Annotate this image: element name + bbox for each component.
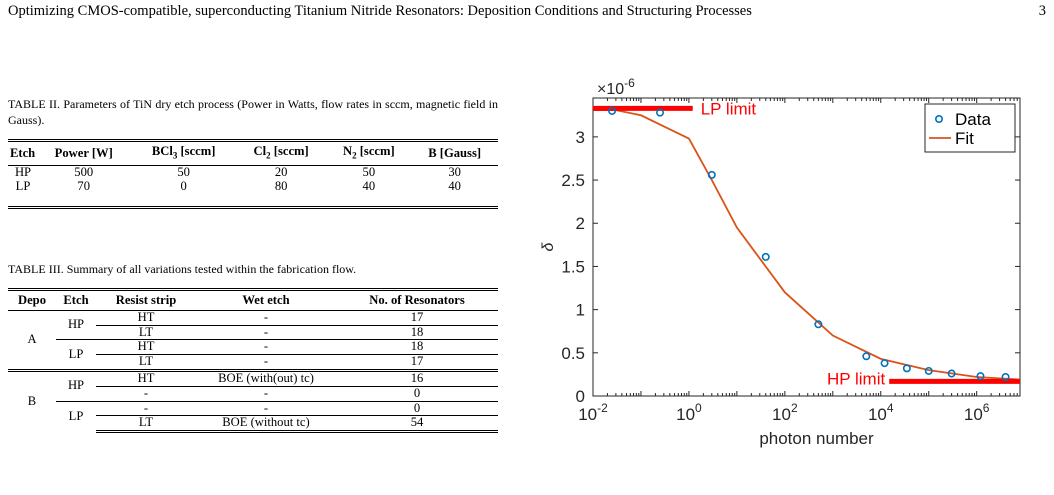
data-point bbox=[880, 359, 889, 368]
delta-vs-photon-number-chart: 0 0.5 1 1.5 2 2.5 3 10-2 100 102 104 106 photon numb… bbox=[540, 78, 1021, 448]
x-tick-label: 102 bbox=[772, 401, 798, 424]
data-point bbox=[761, 252, 770, 261]
col-wet-etch: Wet etch bbox=[196, 288, 336, 311]
legend-box bbox=[924, 103, 1016, 153]
col-power: Power [W] bbox=[36, 140, 132, 167]
col-resist-strip: Resist strip bbox=[96, 288, 196, 311]
x-tick-label: 10-2 bbox=[578, 401, 608, 424]
table2-etch-parameters: Etch Power [W] BCl3 [sccm] Cl2 [sccm] N2… bbox=[8, 139, 498, 209]
y-tick-label: 2.5 bbox=[561, 171, 585, 190]
table-row: LT - 18 bbox=[8, 324, 498, 340]
page-header: Optimizing CMOS-compatible, superconduct… bbox=[8, 3, 1046, 20]
y-tick-label: 0.5 bbox=[561, 344, 585, 363]
data-point bbox=[814, 320, 823, 329]
x-tick-label: 100 bbox=[676, 401, 702, 424]
fit-line bbox=[593, 109, 1021, 381]
table-row: A HP HT -17 bbox=[8, 310, 498, 346]
col-etch: Etch bbox=[8, 140, 36, 167]
depo-b: B bbox=[8, 368, 56, 432]
table-row: - - 0 bbox=[8, 385, 498, 402]
y-tick-label: 3 bbox=[576, 128, 585, 147]
col-resonators: No. of Resonators bbox=[336, 288, 498, 311]
x-axis-label: photon number bbox=[759, 429, 874, 448]
y-tick-label: 1.5 bbox=[561, 257, 585, 276]
data-point bbox=[976, 372, 985, 381]
y-tick-label: 2 bbox=[576, 214, 585, 233]
y-tick-label: 0 bbox=[576, 387, 585, 406]
legend-fit-label: Fit bbox=[955, 129, 974, 148]
y-axis-label: δ bbox=[540, 241, 557, 251]
running-title: Optimizing CMOS-compatible, superconduct… bbox=[8, 3, 752, 19]
etch-b-lp: LP bbox=[56, 400, 96, 432]
table-row: LP --0 bbox=[8, 400, 498, 432]
col-n2: N2 [sccm] bbox=[326, 140, 412, 167]
col-cl2: Cl2 [sccm] bbox=[235, 140, 327, 167]
lp-limit-label: LP limit bbox=[701, 99, 757, 118]
legend-data-marker bbox=[934, 114, 943, 123]
data-point bbox=[947, 369, 956, 378]
page-number: 3 bbox=[1038, 3, 1046, 19]
etch-a-lp: LP bbox=[56, 339, 96, 371]
table-row: HP 500 50 20 50 30 bbox=[14, 165, 461, 180]
col-depo: Depo bbox=[8, 288, 56, 311]
x-tick-label: 104 bbox=[868, 401, 894, 424]
hp-limit-label: HP limit bbox=[827, 369, 886, 388]
col-b-field: B [Gauss] bbox=[411, 140, 498, 167]
table-row: LP HT -18 bbox=[8, 339, 498, 371]
data-point bbox=[902, 364, 911, 373]
etch-b-hp: HP bbox=[56, 369, 96, 402]
data-point bbox=[1001, 372, 1010, 381]
depo-a: A bbox=[27, 331, 37, 346]
col-etch: Etch bbox=[56, 288, 96, 311]
table-row: LP 70 0 80 40 40 bbox=[8, 179, 498, 209]
data-point bbox=[656, 108, 665, 117]
data-point bbox=[862, 352, 871, 361]
data-point bbox=[707, 170, 716, 179]
col-bcl3: BCl3 [sccm] bbox=[131, 140, 236, 167]
y-multiplier: ×10-6 bbox=[597, 78, 635, 98]
table-row: LT - 17 bbox=[8, 354, 498, 371]
table3-caption: TABLE III. Summary of all variations tes… bbox=[8, 262, 357, 276]
table3-variations-summary: Depo Etch Resist strip Wet etch No. of R… bbox=[8, 288, 498, 434]
y-tick-label: 1 bbox=[576, 301, 585, 320]
table2-caption: TABLE II. Parameters of TiN dry etch pro… bbox=[8, 97, 498, 127]
x-tick-label: 106 bbox=[964, 401, 990, 424]
table-row: B HP HT BOE (with(out) tc) 16 bbox=[8, 368, 498, 432]
data-point bbox=[924, 366, 933, 375]
etch-a-hp: HP bbox=[67, 317, 85, 332]
data-point bbox=[608, 106, 617, 115]
table-row: LT BOE (without tc) 54 bbox=[8, 415, 498, 434]
legend-data-label: Data bbox=[955, 110, 991, 129]
